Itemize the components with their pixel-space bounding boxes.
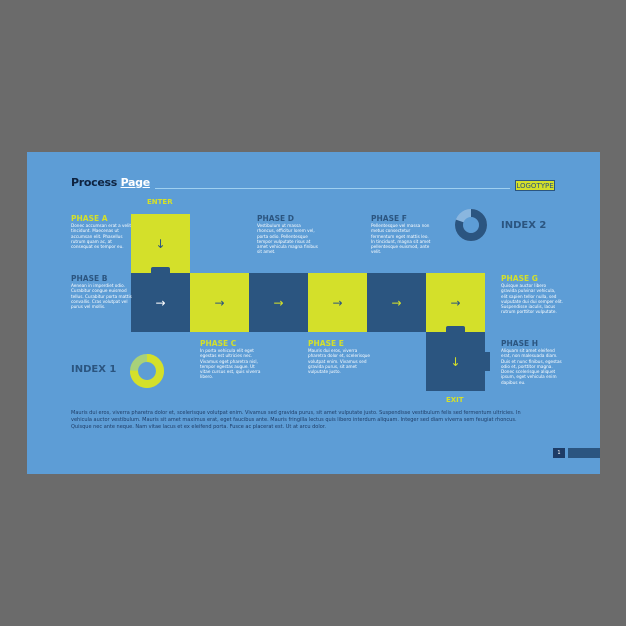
phase-e: PHASE E Mauris dui eros, viverra pharetra…	[308, 339, 370, 374]
donut-value-arc	[130, 354, 164, 388]
phase-title: PHASE H	[501, 339, 538, 348]
index-2-donut	[455, 209, 487, 241]
arrow-right-icon: →	[273, 295, 284, 310]
arrow-right-icon: →	[155, 295, 166, 310]
phase-h: PHASE H Aliquam sit amet eleifend erat, n…	[501, 339, 563, 385]
exit-block: ↓	[426, 326, 490, 391]
phase-title: PHASE E	[308, 339, 344, 348]
arrow-right-icon: →	[214, 295, 225, 310]
phase-text: Mauris dui eros, viverra pharetra dolor …	[308, 348, 370, 375]
phase-text: Aenean in imperdiet odio. Curabitur cong…	[71, 283, 132, 310]
arrow-right-icon: →	[450, 295, 461, 310]
index-1-label: INDEX 1	[71, 364, 117, 375]
arrow-right-icon: →	[391, 295, 402, 310]
body-paragraph: Mauris dui eros, viverra pharetra dolor …	[71, 410, 521, 430]
process-block-3: →	[249, 273, 313, 332]
page-title: Process Page	[71, 176, 150, 189]
phase-g: PHASE G Quisque auctor libero gravida pul…	[501, 274, 563, 315]
title-rule	[155, 188, 510, 189]
arrow-right-icon: →	[332, 295, 343, 310]
phase-a: PHASE A Donec accumsan erat a velit tinci…	[71, 214, 133, 249]
phase-text: Vestibulum ut massa rhoncus, efficitur l…	[257, 223, 318, 255]
process-block-6: →	[426, 273, 485, 332]
arrow-down-icon: ↓	[155, 236, 166, 251]
page-number: 1	[553, 448, 565, 458]
phase-f: PHASE F Pellentesque vel massa non metus …	[371, 214, 433, 255]
connector-tab	[485, 352, 490, 371]
exit-label: EXIT	[446, 396, 464, 404]
connector-tab	[151, 267, 170, 273]
enter-label: ENTER	[147, 198, 173, 206]
donut-value-arc	[455, 209, 487, 241]
connector-tab	[446, 326, 465, 332]
process-block-1: →	[131, 267, 190, 332]
phase-title: PHASE F	[371, 214, 407, 223]
phase-d: PHASE D Vestibulum ut massa rhoncus, effi…	[257, 214, 319, 255]
phase-title: PHASE A	[71, 214, 108, 223]
process-block-4: →	[308, 273, 372, 332]
phase-title: PHASE C	[200, 339, 237, 348]
logotype: LOGOTYPE	[515, 180, 555, 191]
phase-c: PHASE C In porta vehicula elit eget egest…	[200, 339, 262, 380]
title-part-2: Page	[120, 176, 151, 189]
phase-text: Donec accumsan erat a velit tincidunt. M…	[71, 223, 132, 250]
slide: Process Page LOGOTYPE ENTER EXIT ↓ → → →…	[27, 152, 600, 474]
arrow-down-icon: ↓	[450, 354, 461, 369]
phase-title: PHASE D	[257, 214, 294, 223]
process-block-5: →	[367, 273, 431, 332]
phase-text: Quisque auctor libero gravida pulvinar v…	[501, 283, 563, 315]
phase-title: PHASE G	[501, 274, 538, 283]
phase-title: PHASE B	[71, 274, 108, 283]
phase-text: In porta vehicula elit eget egestas est …	[200, 348, 261, 380]
process-block-2: →	[190, 273, 254, 332]
phase-text: Aliquam sit amet eleifend erat, non male…	[501, 348, 562, 385]
footer-bar	[568, 448, 600, 458]
enter-block: ↓	[131, 214, 190, 273]
phase-b: PHASE B Aenean in imperdiet odio. Curabit…	[71, 274, 133, 309]
phase-text: Pellentesque vel massa non metus consect…	[371, 223, 431, 255]
index-2-label: INDEX 2	[501, 220, 547, 231]
title-part-1: Process	[71, 176, 121, 189]
index-1-donut	[130, 354, 164, 388]
